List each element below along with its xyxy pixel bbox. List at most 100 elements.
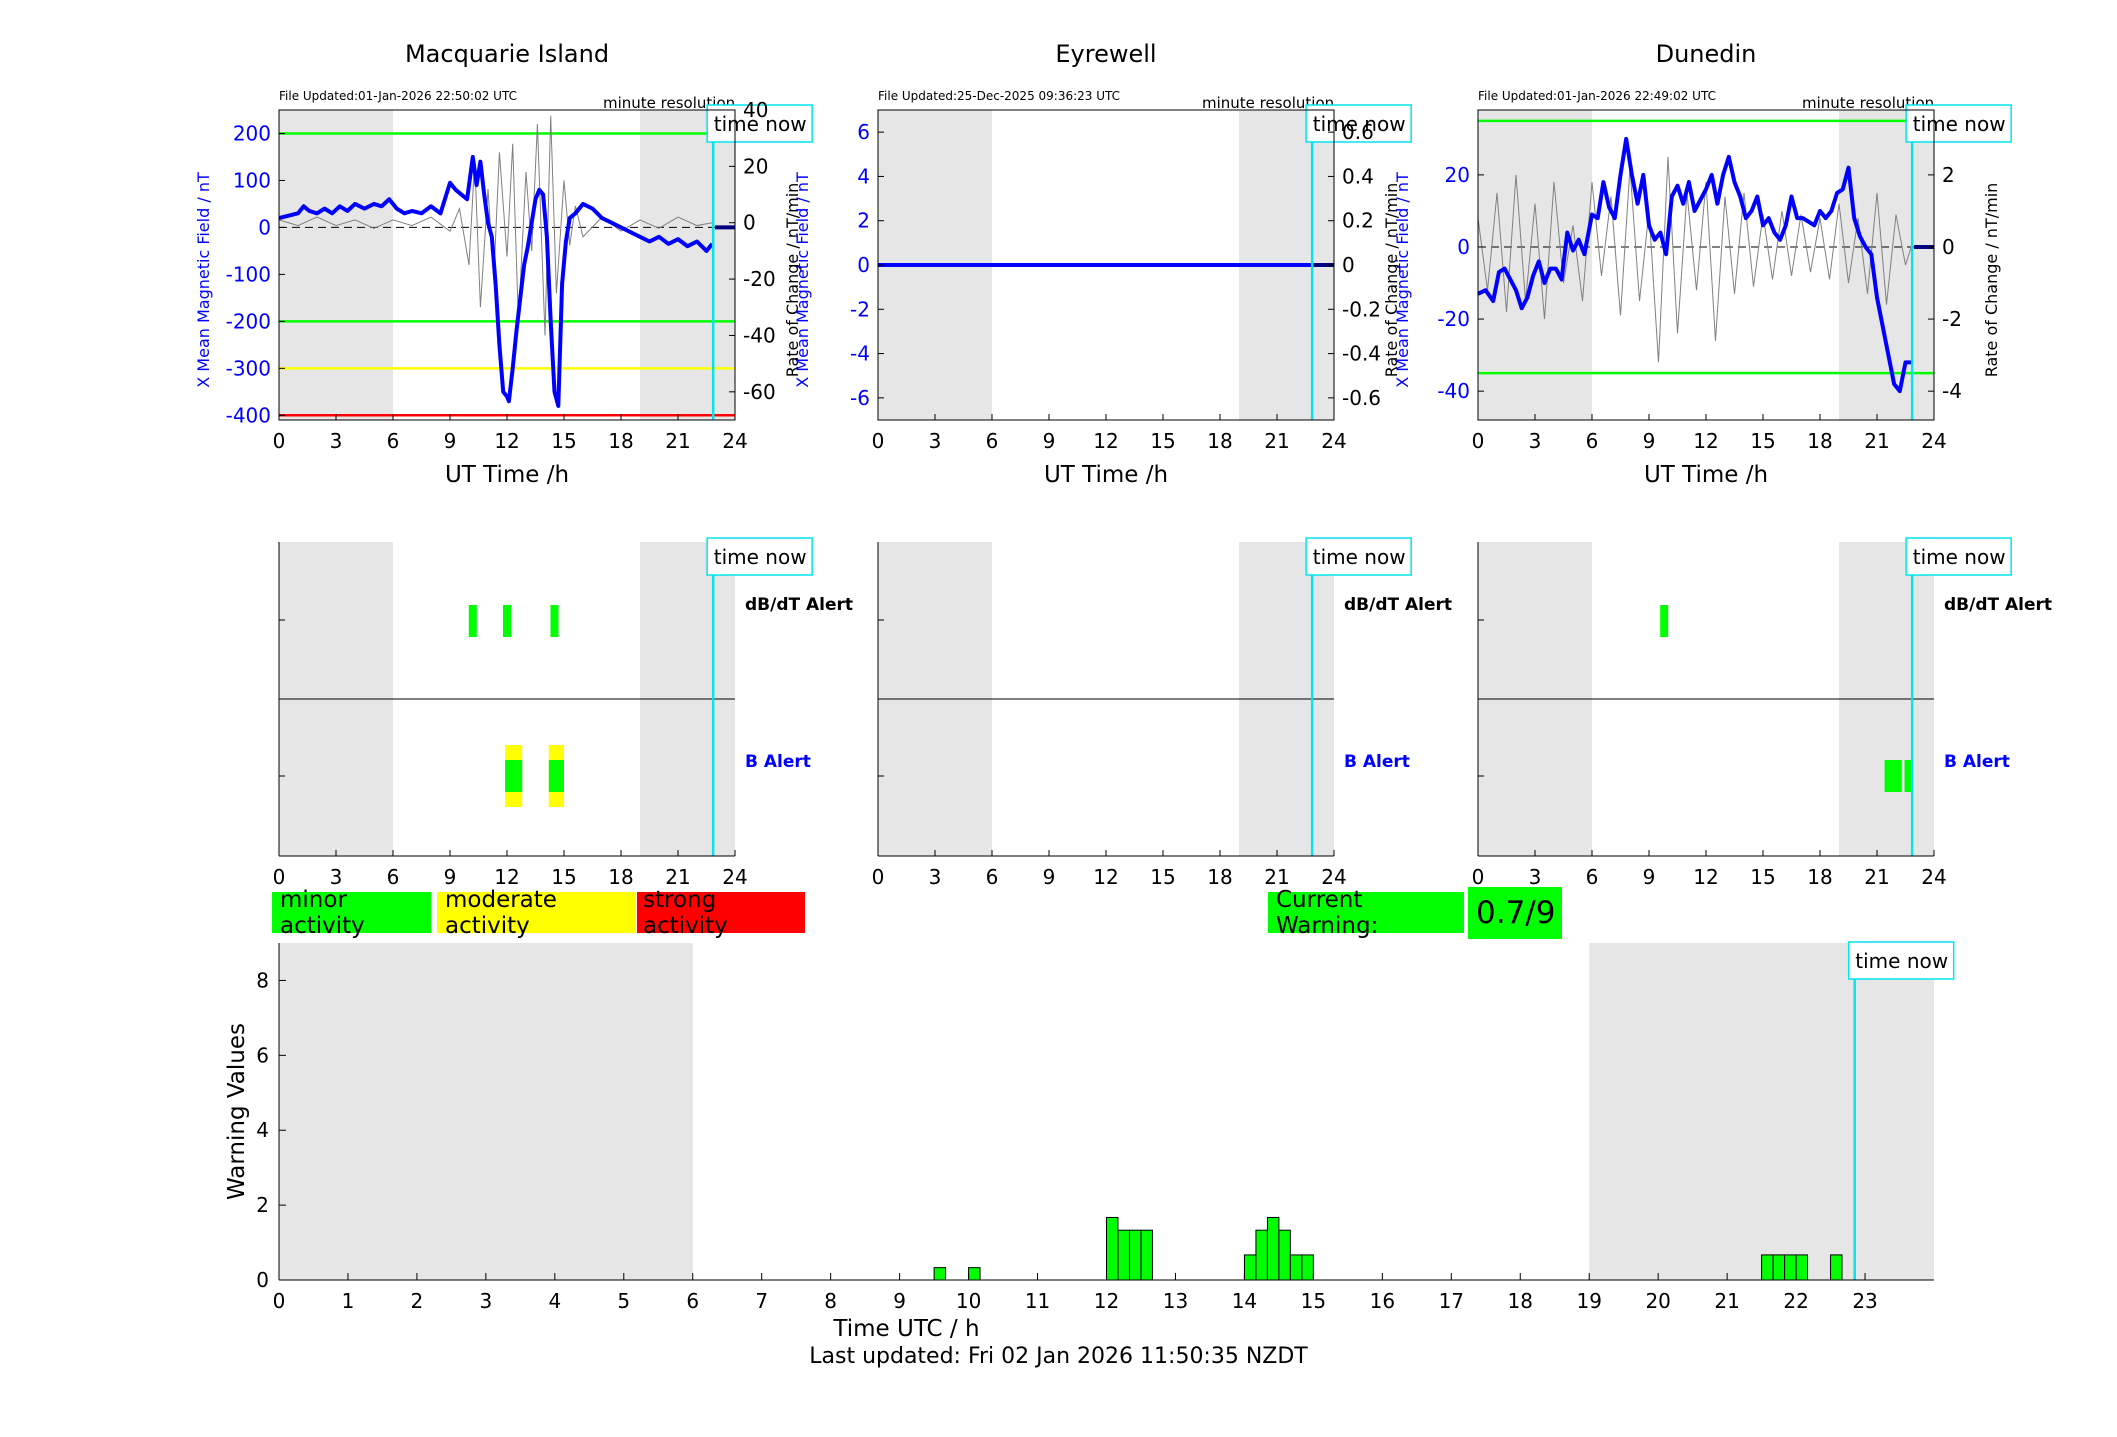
warning-x-tick-label: 16 (1370, 1289, 1395, 1313)
alert-x-tick-label: 0 (273, 865, 286, 889)
y-tick-label: 0 (1457, 235, 1470, 259)
x-tick-label: 6 (986, 429, 999, 453)
warning-y-tick-label: 8 (256, 968, 269, 992)
y2-tick-label: 40 (743, 98, 768, 122)
warning-bar (1129, 1229, 1142, 1281)
b-alert-label: B Alert (1344, 752, 1410, 772)
warning-x-tick-label: 20 (1645, 1289, 1670, 1313)
warning-time-now-box (1847, 941, 1955, 980)
x-tick-label: 21 (1264, 429, 1289, 453)
warning-y-tick-label: 6 (256, 1043, 269, 1067)
x-axis-label: UT Time /h (1044, 462, 1168, 488)
time-now-box (706, 104, 813, 143)
b-alert-mark (505, 760, 523, 792)
b-alert-mark (1884, 760, 1902, 792)
y-tick-label: -200 (226, 309, 271, 333)
x-tick-label: 9 (444, 429, 457, 453)
y2-tick-label: -0.6 (1342, 386, 1381, 410)
b-alert-mark (548, 760, 564, 792)
rate-of-change-series (1477, 156, 1912, 363)
warning-x-tick-label: 13 (1163, 1289, 1188, 1313)
warning-y-axis-label: Warning Values (224, 1023, 250, 1200)
y-tick-label: -40 (1437, 379, 1470, 403)
night-shading (1839, 110, 1934, 420)
y-tick-label: 4 (857, 164, 870, 188)
warning-time-now-label: time now (1855, 949, 1948, 973)
resolution-text: minute resolution (603, 94, 735, 112)
warning-x-tick-label: 7 (755, 1289, 768, 1313)
alert-time-now-label: time now (1313, 545, 1406, 569)
y-tick-label: -400 (226, 403, 271, 427)
y-tick-label: -300 (226, 356, 271, 380)
station-title: Macquarie Island (405, 40, 609, 68)
warning-x-axis-label: Time UTC / h (832, 1316, 979, 1342)
alert-x-tick-label: 21 (1864, 865, 1889, 889)
x-tick-label: 3 (330, 429, 343, 453)
warning-x-tick-label: 12 (1094, 1289, 1119, 1313)
x-tick-label: 24 (722, 429, 747, 453)
warning-bar (1243, 1254, 1257, 1281)
x-tick-label: 9 (1043, 429, 1056, 453)
last-updated-footer: Last updated: Fri 02 Jan 2026 11:50:35 N… (809, 1344, 1308, 1369)
y2-tick-label: -0.4 (1342, 342, 1381, 366)
alert-x-tick-label: 9 (1043, 865, 1056, 889)
warning-x-tick-label: 23 (1852, 1289, 1877, 1313)
alert-x-tick-label: 24 (1921, 865, 1946, 889)
alert-x-tick-label: 9 (444, 865, 457, 889)
current-warning-box: Current Warning: (1268, 887, 1464, 939)
warning-x-tick-label: 9 (893, 1289, 906, 1313)
y2-tick-label: -20 (743, 267, 776, 291)
y2-tick-label: -40 (743, 323, 776, 347)
night-shading (640, 110, 735, 420)
station-title: Eyrewell (1055, 40, 1156, 68)
warning-bar (1266, 1216, 1280, 1281)
y-tick-label: 2 (857, 209, 870, 233)
station-title: Dunedin (1656, 40, 1757, 68)
y-tick-label: 20 (1445, 163, 1470, 187)
x-tick-label: 24 (1321, 429, 1346, 453)
right-axis-label: Rate of Change / nT/min (783, 183, 802, 378)
alert-x-tick-label: 6 (986, 865, 999, 889)
alert-time-now-label: time now (714, 545, 807, 569)
alert-x-tick-label: 15 (1750, 865, 1775, 889)
y-tick-label: 0 (857, 253, 870, 277)
warning-x-tick-label: 0 (273, 1289, 286, 1313)
warning-x-tick-label: 5 (617, 1289, 630, 1313)
dbdt-alert-mark (1660, 605, 1669, 637)
alert-x-tick-label: 24 (722, 865, 747, 889)
y-tick-label: -100 (226, 262, 271, 286)
warning-bar (1830, 1254, 1843, 1281)
x-tick-label: 18 (608, 429, 633, 453)
x-tick-label: 3 (1529, 429, 1542, 453)
x-tick-label: 0 (273, 429, 286, 453)
y2-tick-label: -60 (743, 380, 776, 404)
x-tick-label: 24 (1921, 429, 1946, 453)
alert-x-tick-label: 0 (872, 865, 885, 889)
current-warning-value: 0.7/9 (1468, 887, 1562, 939)
alert-x-tick-label: 9 (1643, 865, 1656, 889)
alert-x-tick-label: 21 (1264, 865, 1289, 889)
warning-bar (1761, 1254, 1774, 1281)
y-tick-label: 100 (233, 168, 271, 192)
y-tick-label: -2 (850, 297, 870, 321)
alert-time-now-box (1905, 537, 2012, 576)
time-now-box (1905, 104, 2012, 143)
warning-bar (1301, 1254, 1314, 1281)
station-panel-1: Eyrewell File Updated:25-Dec-2025 09:36:2… (793, 40, 1452, 889)
station-panel-2: Dunedin File Updated:01-Jan-2026 22:49:02… (1393, 40, 2052, 889)
warning-x-tick-label: 15 (1301, 1289, 1326, 1313)
alert-time-now-label: time now (1913, 545, 2006, 569)
warning-x-tick-label: 14 (1232, 1289, 1257, 1313)
warning-night-shading (279, 943, 693, 1280)
warning-x-tick-label: 17 (1439, 1289, 1464, 1313)
warning-x-tick-label: 8 (824, 1289, 837, 1313)
y2-tick-label: -4 (1942, 379, 1962, 403)
y2-tick-label: 0.6 (1342, 120, 1374, 144)
alert-x-tick-label: 15 (551, 865, 576, 889)
y-tick-label: 0 (258, 215, 271, 239)
legend-moderate-label: moderate activity (445, 886, 557, 939)
alert-x-tick-label: 18 (608, 865, 633, 889)
alert-x-tick-label: 21 (665, 865, 690, 889)
warning-x-tick-label: 6 (686, 1289, 699, 1313)
legend-minor-label: minor activity (280, 886, 365, 939)
